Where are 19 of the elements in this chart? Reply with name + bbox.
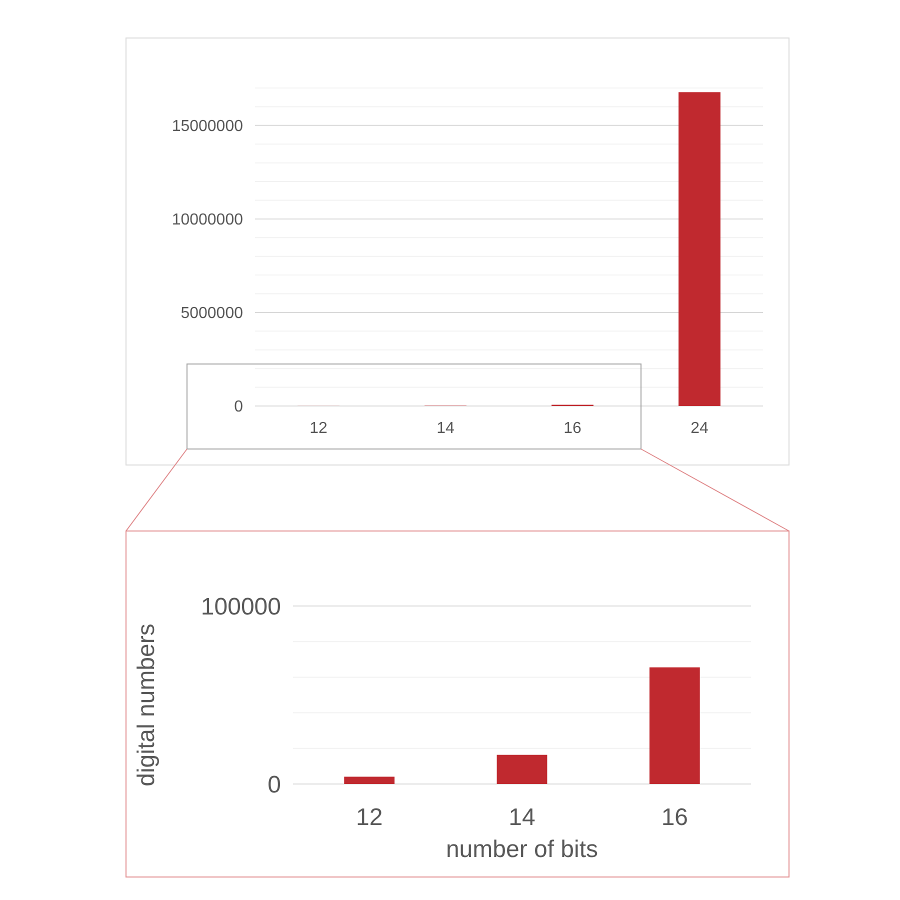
y-tick-label: 15000000 — [172, 118, 244, 136]
y-axis-title: digital numbers — [133, 624, 160, 786]
y-tick-label: 100000 — [200, 593, 281, 620]
bar — [678, 92, 720, 406]
x-tick-label: 12 — [310, 420, 328, 438]
bar — [344, 776, 395, 784]
x-tick-label: 12 — [356, 804, 383, 831]
x-tick-label: 14 — [508, 804, 536, 831]
bar — [649, 667, 700, 784]
y-tick-label: 0 — [234, 398, 244, 416]
x-axis-title: number of bits — [446, 836, 598, 864]
x-tick-label: 24 — [690, 420, 708, 438]
bar — [496, 754, 548, 784]
y-tick-label: 10000000 — [172, 212, 244, 229]
y-tick-label: 5000000 — [180, 305, 244, 322]
x-tick-label: 14 — [436, 420, 454, 438]
x-tick-label: 16 — [661, 804, 688, 831]
x-tick-label: 16 — [564, 420, 582, 438]
y-tick-label: 0 — [268, 771, 281, 798]
